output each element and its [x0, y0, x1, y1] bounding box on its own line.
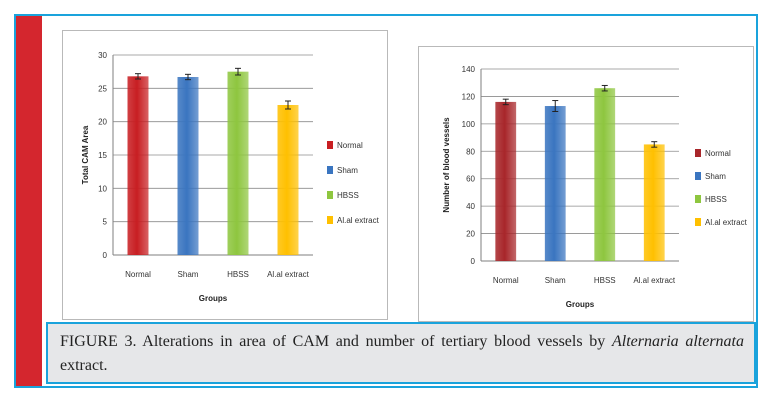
- bar-sham: [177, 77, 199, 255]
- legend-swatch: [327, 166, 333, 174]
- legend-label: HBSS: [337, 191, 359, 200]
- figure-caption: FIGURE 3. Alterations in area of CAM and…: [46, 322, 756, 384]
- y-tick-label: 140: [462, 65, 476, 74]
- cam-area-chart-svg: 0 5 10 15 20 25 30 Normal Sham HBSS Al.al extract G…: [81, 51, 380, 303]
- legend-label: Normal: [337, 141, 363, 150]
- legend-label: Al.al extract: [337, 216, 380, 225]
- blood-vessels-chart-svg: 0 20 40 60 80 100 120 140 Normal Sham HBSS Al.al ex…: [442, 65, 748, 309]
- legend-swatch: [695, 218, 701, 226]
- bar-hbss: [227, 71, 249, 255]
- y-tick-label: 0: [471, 257, 476, 266]
- blood-vessels-chart: 0 20 40 60 80 100 120 140 Normal Sham HBSS Al.al ex…: [418, 46, 754, 322]
- y-tick-label: 120: [462, 92, 476, 101]
- bar-al-al-extract: [643, 144, 665, 261]
- y-axis-title: Number of blood vessels: [442, 117, 451, 213]
- side-band: [16, 16, 42, 386]
- legend-label: Al.al extract: [705, 218, 748, 227]
- x-tick-label: Al.al extract: [267, 270, 310, 279]
- y-tick-label: 60: [466, 175, 475, 184]
- legend-label: Normal: [705, 149, 731, 158]
- x-tick-label: Normal: [493, 276, 519, 285]
- y-tick-label: 20: [466, 230, 475, 239]
- bar-normal: [495, 101, 517, 261]
- bar-al-al-extract: [277, 105, 299, 255]
- x-tick-label: Sham: [545, 276, 566, 285]
- figure-frame: 0 5 10 15 20 25 30 Normal Sham HBSS Al.al extract G…: [14, 14, 758, 388]
- y-tick-label: 25: [98, 84, 107, 93]
- y-tick-label: 0: [103, 251, 108, 260]
- x-tick-label: HBSS: [227, 270, 249, 279]
- y-tick-label: 5: [103, 218, 108, 227]
- x-tick-label: HBSS: [594, 276, 616, 285]
- y-tick-label: 30: [98, 51, 107, 60]
- y-tick-label: 10: [98, 184, 107, 193]
- legend-label: HBSS: [705, 195, 727, 204]
- y-tick-label: 100: [462, 120, 476, 129]
- legend-swatch: [695, 149, 701, 157]
- y-axis-title: Total CAM Area: [81, 125, 90, 184]
- legend-swatch: [327, 216, 333, 224]
- bar-hbss: [594, 88, 616, 261]
- y-tick-label: 15: [98, 151, 107, 160]
- bar-sham: [544, 106, 566, 262]
- cam-area-chart: 0 5 10 15 20 25 30 Normal Sham HBSS Al.al extract G…: [62, 30, 388, 320]
- caption-species: Alternaria alternata: [611, 333, 744, 350]
- y-tick-label: 20: [98, 118, 107, 127]
- legend-swatch: [327, 191, 333, 199]
- y-tick-label: 80: [466, 147, 475, 156]
- legend-label: Sham: [705, 172, 726, 181]
- legend-swatch: [327, 141, 333, 149]
- x-axis-title: Groups: [566, 300, 595, 309]
- x-tick-label: Normal: [125, 270, 151, 279]
- caption-suffix: extract.: [60, 357, 108, 374]
- x-tick-label: Sham: [178, 270, 199, 279]
- bar-normal: [127, 76, 149, 255]
- legend-swatch: [695, 195, 701, 203]
- x-axis-title: Groups: [199, 294, 228, 303]
- y-tick-label: 40: [466, 202, 475, 211]
- caption-prefix: FIGURE 3. Alterations in area of CAM and…: [60, 333, 612, 350]
- legend-label: Sham: [337, 166, 358, 175]
- x-tick-label: Al.al extract: [633, 276, 676, 285]
- legend-swatch: [695, 172, 701, 180]
